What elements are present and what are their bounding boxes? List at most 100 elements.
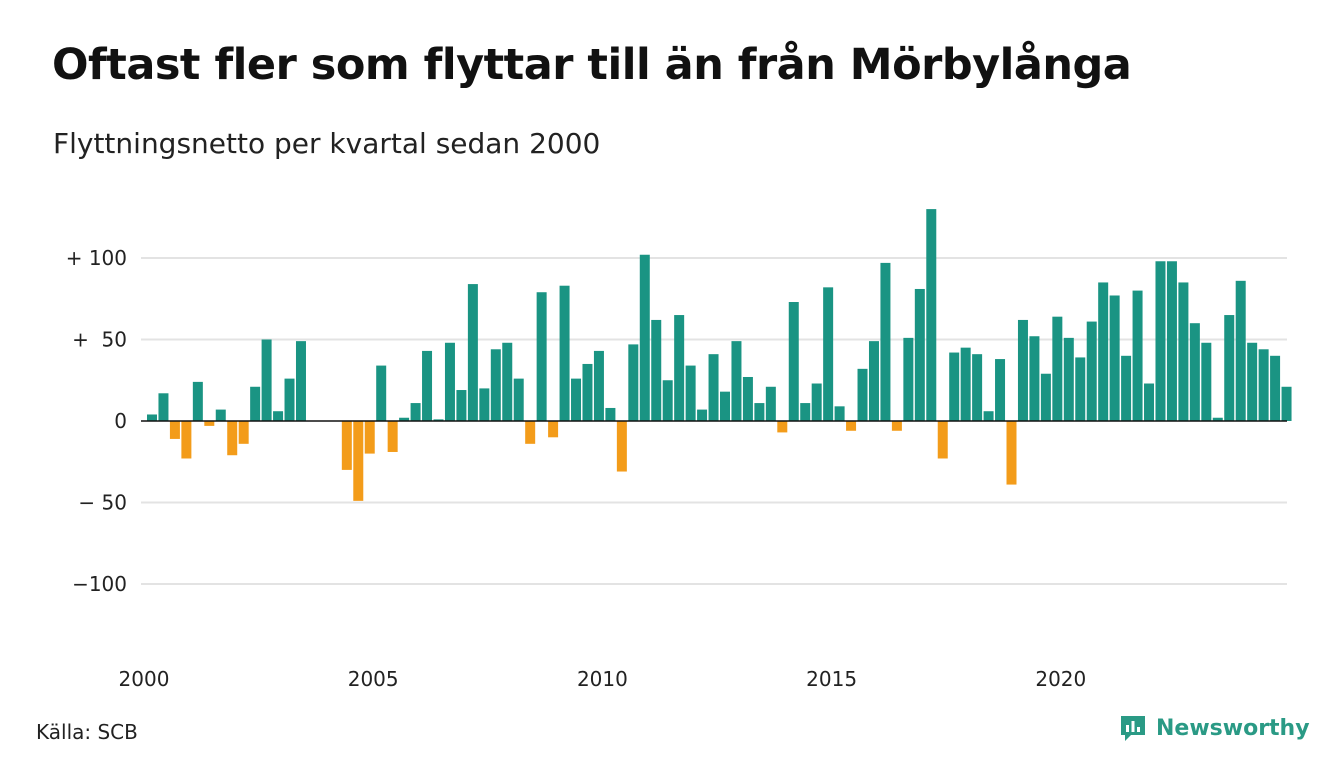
bar-positive — [410, 403, 421, 421]
bar-positive — [754, 403, 765, 421]
bar-positive — [674, 315, 685, 421]
bar-positive — [662, 380, 673, 421]
bar-negative — [1006, 421, 1017, 485]
bar-positive — [639, 254, 650, 421]
bar-positive — [571, 378, 582, 421]
bar-positive — [1086, 321, 1097, 421]
x-tick-label: 2000 — [119, 667, 170, 691]
bar-negative — [846, 421, 857, 431]
bar-positive — [651, 319, 662, 421]
x-tick-label: 2005 — [348, 667, 399, 691]
bar-positive — [1075, 357, 1086, 421]
bar-positive — [158, 393, 169, 421]
bar-positive — [1132, 290, 1143, 421]
bar-chart: + 100 + 50 0 − 50 −100 2000 2005 2010 2015 2020 — [66, 209, 1292, 691]
bar-positive — [399, 417, 410, 421]
bar-positive — [1109, 295, 1120, 421]
bar-positive — [422, 350, 433, 421]
bar-positive — [1098, 282, 1109, 421]
bar-positive — [1166, 261, 1177, 421]
bar-positive — [1201, 342, 1212, 421]
bar-positive — [479, 388, 490, 421]
bar-positive — [284, 378, 295, 421]
bar-negative — [238, 421, 249, 444]
bar-positive — [868, 341, 879, 421]
bar-positive — [880, 262, 891, 421]
bar-positive — [456, 390, 467, 421]
bar-positive — [261, 339, 272, 421]
bar-positive — [811, 383, 822, 421]
bar-positive — [823, 287, 834, 421]
bar-positive — [502, 342, 513, 421]
bar-positive — [765, 386, 776, 421]
bar-positive — [788, 302, 799, 421]
bar-positive — [1270, 355, 1281, 421]
bar-positive — [926, 209, 937, 421]
bar-positive — [513, 378, 524, 421]
bar-positive — [215, 409, 226, 421]
bar-positive — [1258, 349, 1269, 421]
bar-negative — [353, 421, 364, 501]
bar-positive — [1235, 280, 1246, 421]
chart-title: Oftast fler som flyttar till än från Mör… — [52, 40, 1132, 90]
bar-positive — [147, 414, 157, 421]
brand-logo: Newsworthy — [1118, 713, 1310, 743]
bar-negative — [169, 421, 180, 439]
bar-positive — [1178, 282, 1189, 421]
bar-negative — [616, 421, 627, 472]
bar-positive — [1040, 373, 1051, 421]
bar-positive — [376, 365, 387, 421]
bar-positive — [582, 363, 593, 421]
bar-negative — [227, 421, 238, 456]
bar-negative — [937, 421, 948, 459]
chart-subtitle: Flyttningsnetto per kvartal sedan 2000 — [53, 127, 601, 160]
bar-positive — [1212, 417, 1223, 421]
bar-positive — [1063, 337, 1074, 421]
bar-positive — [685, 365, 696, 421]
source-note: Källa: SCB — [36, 720, 138, 744]
bar-positive — [949, 352, 960, 421]
y-tick-label: + 100 — [66, 246, 127, 270]
x-tick-label: 2020 — [1035, 667, 1086, 691]
bar-positive — [593, 350, 604, 421]
bar-negative — [341, 421, 352, 470]
bar-negative — [387, 421, 398, 452]
bar-positive — [914, 288, 925, 421]
bar-positive — [1281, 386, 1292, 421]
bar-positive — [273, 411, 284, 421]
bar-positive — [731, 341, 742, 421]
bar-positive — [605, 407, 616, 421]
bar-positive — [903, 337, 914, 421]
bar-positive — [295, 341, 306, 421]
y-tick-label: −100 — [72, 572, 127, 596]
bar-positive — [697, 409, 708, 421]
x-tick-label: 2010 — [577, 667, 628, 691]
bar-positive — [1017, 319, 1028, 421]
bar-positive — [250, 386, 261, 421]
bar-positive — [444, 342, 455, 421]
bar-positive — [490, 349, 501, 421]
bar-positive — [708, 354, 719, 421]
newsworthy-logo-icon — [1121, 716, 1145, 741]
bar-positive — [983, 411, 994, 421]
bar-positive — [1052, 316, 1063, 421]
bar-positive — [1224, 315, 1235, 421]
bar-positive — [1247, 342, 1258, 421]
bar-negative — [548, 421, 559, 438]
y-tick-label: − 50 — [78, 491, 127, 515]
bar-positive — [536, 292, 547, 421]
bar-positive — [467, 284, 478, 421]
bar-negative — [364, 421, 375, 454]
y-tick-label: + 50 — [72, 328, 127, 352]
brand-name: Newsworthy — [1156, 715, 1310, 741]
x-tick-label: 2015 — [806, 667, 857, 691]
bar-positive — [1189, 323, 1200, 421]
y-tick-label: 0 — [114, 409, 127, 433]
bar-positive — [742, 376, 753, 421]
bar-positive — [628, 344, 639, 421]
bar-positive — [1155, 261, 1166, 421]
bar-positive — [995, 359, 1006, 421]
bar-positive — [972, 354, 983, 421]
bar-positive — [559, 285, 570, 421]
bar-negative — [204, 421, 215, 426]
